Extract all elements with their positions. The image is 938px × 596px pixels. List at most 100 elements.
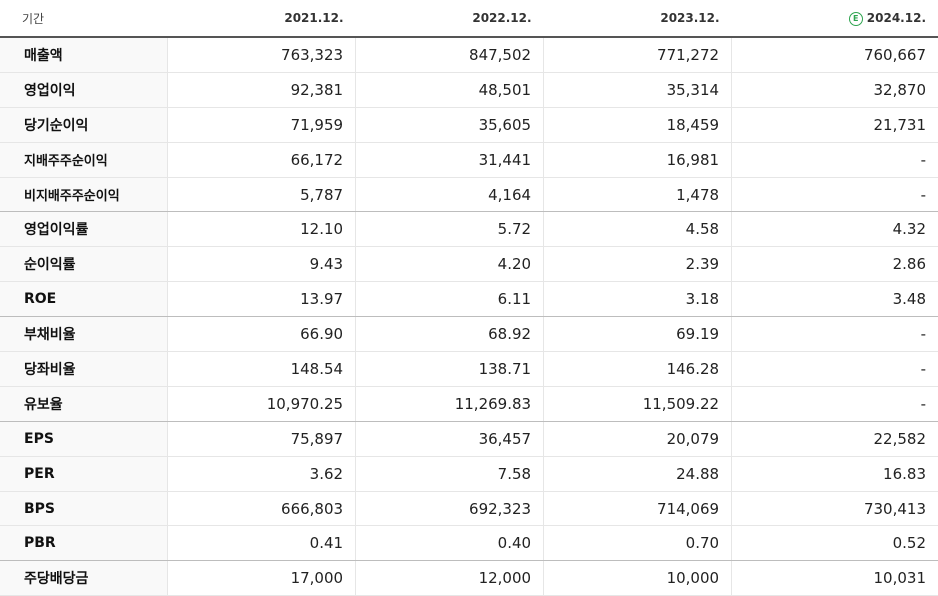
table-row: 부채비율 66.90 68.92 69.19- — [0, 316, 938, 353]
cell: 31,441 — [355, 142, 544, 178]
cell: 17,000 — [167, 560, 356, 596]
row-label: PBR — [0, 525, 168, 562]
table-row: PER 3.62 7.58 24.88 16.83 — [0, 456, 938, 492]
row-label: BPS — [0, 491, 168, 527]
cell: 66.90 — [167, 316, 356, 353]
cell: 12.10 — [167, 211, 356, 248]
cell: 6.11 — [355, 281, 544, 318]
row-label: 영업이익률 — [0, 211, 168, 248]
cell: - — [731, 386, 938, 422]
cell: 2.39 — [543, 246, 732, 283]
header-row: 기간 2021.12. 2022.12. 2023.12. E 2024.12. — [0, 0, 938, 38]
year-header: 2021.12. — [167, 0, 356, 38]
row-label: 당기순이익 — [0, 107, 168, 143]
cell: 138.71 — [355, 351, 544, 387]
row-label: 주당배당금 — [0, 560, 168, 596]
cell: 69.19 — [543, 316, 732, 353]
table-row: ROE 13.97 6.11 3.18 3.48 — [0, 281, 938, 318]
cell: 4.58 — [543, 211, 732, 248]
period-header: 기간 — [0, 0, 168, 38]
table-row: 당기순이익 71,959 35,605 18,459 21,731 — [0, 107, 938, 143]
cell: 730,413 — [731, 491, 938, 527]
cell: 1,478 — [543, 177, 732, 213]
cell: 5.72 — [355, 211, 544, 248]
cell: 16.83 — [731, 456, 938, 492]
cell: 66,172 — [167, 142, 356, 178]
cell: 24.88 — [543, 456, 732, 492]
row-label: 유보율 — [0, 386, 168, 422]
cell: 2.86 — [731, 246, 938, 283]
cell: 0.52 — [731, 525, 938, 562]
year-header-estimate: E 2024.12. — [731, 0, 938, 38]
cell: 0.40 — [355, 525, 544, 562]
cell: 760,667 — [731, 37, 938, 73]
cell: 3.18 — [543, 281, 732, 318]
year-header: 2023.12. — [543, 0, 732, 38]
cell: - — [731, 316, 938, 353]
cell: 4.32 — [731, 211, 938, 248]
cell: 847,502 — [355, 37, 544, 73]
row-label: 순이익률 — [0, 246, 168, 283]
cell: 71,959 — [167, 107, 356, 143]
cell: 10,000 — [543, 560, 732, 596]
cell: 10,970.25 — [167, 386, 356, 422]
cell: 5,787 — [167, 177, 356, 213]
cell: 11,269.83 — [355, 386, 544, 422]
cell: 12,000 — [355, 560, 544, 596]
estimate-icon: E — [848, 11, 863, 26]
cell: 11,509.22 — [543, 386, 732, 422]
table-row: 당좌비율 148.54 138.71 146.28- — [0, 351, 938, 387]
cell: 0.70 — [543, 525, 732, 562]
cell: 92,381 — [167, 72, 356, 108]
cell: 35,314 — [543, 72, 732, 108]
table-row: 주당배당금 17,000 12,000 10,000 10,031 — [0, 560, 938, 596]
cell: 22,582 — [731, 421, 938, 457]
cell: 4,164 — [355, 177, 544, 213]
table-row: 매출액 763,323 847,502 771,272 760,667 — [0, 37, 938, 73]
cell: 148.54 — [167, 351, 356, 387]
cell: 692,323 — [355, 491, 544, 527]
cell: 763,323 — [167, 37, 356, 73]
cell: 21,731 — [731, 107, 938, 143]
table-row: 비지배주주순이익 5,787 4,164 1,478- — [0, 177, 938, 213]
cell: 68.92 — [355, 316, 544, 353]
cell: - — [731, 177, 938, 213]
row-label: PER — [0, 456, 168, 492]
cell: 32,870 — [731, 72, 938, 108]
row-label: ROE — [0, 281, 168, 318]
table-row: PBR 0.41 0.40 0.70 0.52 — [0, 525, 938, 562]
cell: 3.48 — [731, 281, 938, 318]
cell: - — [731, 351, 938, 387]
table-row: 지배주주순이익 66,172 31,441 16,981- — [0, 142, 938, 178]
row-label: 비지배주주순이익 — [0, 177, 168, 213]
table-row: 영업이익률 12.10 5.72 4.58 4.32 — [0, 211, 938, 248]
cell: 35,605 — [355, 107, 544, 143]
cell: 13.97 — [167, 281, 356, 318]
cell: 4.20 — [355, 246, 544, 283]
cell: 9.43 — [167, 246, 356, 283]
year-header-label: 2024.12. — [866, 10, 926, 25]
cell: 3.62 — [167, 456, 356, 492]
row-label: 영업이익 — [0, 72, 168, 108]
row-label: 당좌비율 — [0, 351, 168, 387]
cell: 10,031 — [731, 560, 938, 596]
cell: 75,897 — [167, 421, 356, 457]
row-label: EPS — [0, 421, 168, 457]
table-row: 영업이익 92,381 48,501 35,314 32,870 — [0, 72, 938, 108]
row-label: 매출액 — [0, 37, 168, 73]
cell: 666,803 — [167, 491, 356, 527]
cell: 771,272 — [543, 37, 732, 73]
cell: 18,459 — [543, 107, 732, 143]
row-label: 지배주주순이익 — [0, 142, 168, 178]
table-row: BPS 666,803 692,323 714,069 730,413 — [0, 491, 938, 527]
cell: 36,457 — [355, 421, 544, 457]
year-header: 2022.12. — [355, 0, 544, 38]
cell: 714,069 — [543, 491, 732, 527]
cell: 7.58 — [355, 456, 544, 492]
cell: 0.41 — [167, 525, 356, 562]
cell: 20,079 — [543, 421, 732, 457]
table-row: 순이익률 9.43 4.20 2.39 2.86 — [0, 246, 938, 283]
cell: - — [731, 142, 938, 178]
cell: 48,501 — [355, 72, 544, 108]
